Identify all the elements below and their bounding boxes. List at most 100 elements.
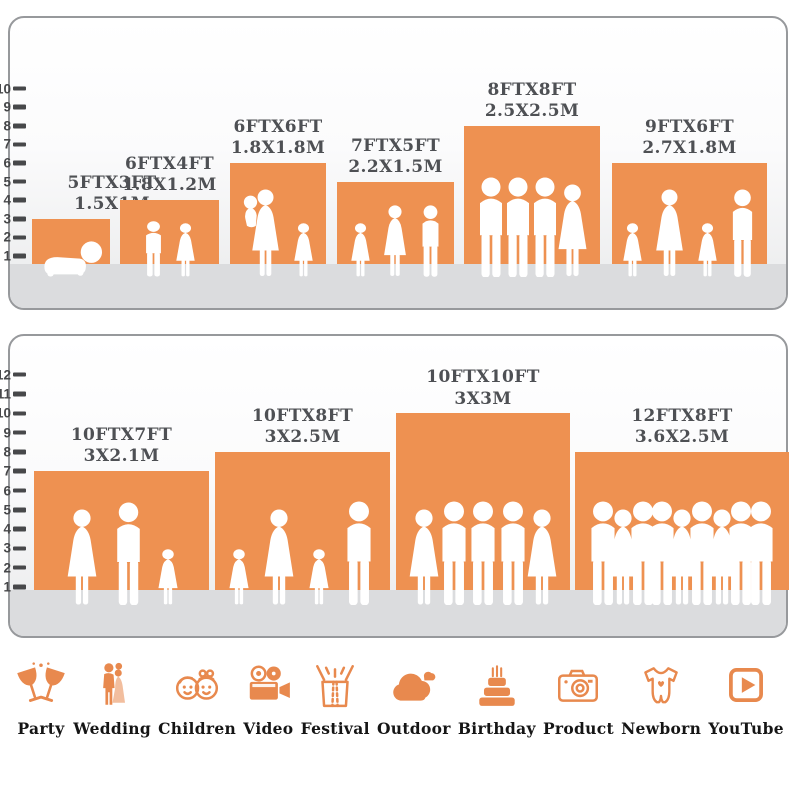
category-newborn: Newborn (621, 660, 701, 738)
axis-tick: 7 (0, 137, 26, 152)
size-feet: 12FTX8FT (631, 405, 733, 426)
size-feet: 7FTX5FT (350, 135, 441, 156)
axis-tick: 1 (0, 249, 26, 264)
tick-label: 8 (3, 444, 11, 460)
tick-mark (13, 179, 26, 184)
axis-tick: 1 (0, 580, 26, 595)
tick-mark (13, 488, 26, 493)
tick-label: 5 (3, 174, 11, 190)
size-meters: 3X3M (454, 388, 512, 409)
tick-mark (13, 216, 26, 222)
backdrop-size-label: 12FTX8FT 3.6X2.5M (582, 406, 782, 449)
person-woman-silhouette (701, 508, 743, 606)
category-video: Video (243, 660, 293, 738)
tick-label: 6 (3, 155, 11, 171)
person-man-silhouette (433, 501, 475, 605)
product-icon (558, 669, 599, 702)
backdrop-size-label: 5FTX3FT 1.5X1M (12, 173, 212, 216)
tick-mark (13, 565, 26, 570)
size-feet: 9FTX6FT (644, 117, 735, 137)
backdrop-size-label: 6FTX6FT 1.8X1.8M (178, 117, 378, 160)
axis-tick: 2 (0, 230, 26, 245)
person-man-silhouette (725, 189, 760, 277)
person-girl-silhouette (347, 223, 374, 277)
tick-label: 10 (0, 405, 11, 421)
tick-mark (13, 411, 26, 416)
tick-mark (13, 197, 26, 203)
tick-label: 8 (3, 118, 11, 134)
person-man-silhouette (641, 501, 683, 605)
category-label: Festival (300, 719, 370, 738)
size-meters: 2.7X1.8M (642, 138, 737, 159)
tick-mark (13, 372, 26, 377)
tick-label: 9 (3, 99, 11, 115)
person-woman-silhouette (379, 205, 411, 277)
axis-tick: 5 (0, 174, 26, 189)
axis-tick: 6 (0, 483, 26, 498)
size-meters: 2.2X1.5M (348, 156, 443, 177)
size-meters: 2.5X2.5M (484, 101, 580, 122)
backdrop-size-label: 10FTX8FT 3X2.5M (203, 406, 403, 449)
person-man-silhouette (108, 502, 149, 605)
axis-tick: 8 (0, 118, 26, 133)
person-girl-silhouette (305, 549, 333, 605)
tick-mark (13, 142, 26, 147)
person-man-silhouette (525, 177, 565, 277)
backdrop-size-label: 9FTX6FT 2.7X1.8M (590, 117, 790, 160)
tick-label: 4 (3, 192, 11, 208)
person-boy-silhouette (140, 221, 167, 277)
backdrop-size-label: 10FTX7FT 3X2.1M (22, 425, 222, 468)
person-man-silhouette (582, 501, 624, 605)
category-label: Video (243, 719, 294, 738)
axis-tick: 11 (0, 387, 26, 402)
person-girl-silhouette (619, 223, 646, 277)
axis-tick: 7 (0, 464, 26, 479)
axis-tick: 2 (0, 560, 26, 575)
tick-label: 10 (0, 81, 11, 97)
axis-tick: 4 (0, 193, 26, 208)
backdrop-size-label: 6FTX4FT 1.8X1.2M (70, 154, 270, 197)
tick-mark (13, 123, 26, 129)
category-label: Children (158, 719, 237, 738)
tick-label: 1 (3, 579, 11, 595)
category-children: Children (158, 660, 236, 738)
category-label: YouTube (708, 719, 784, 738)
person-girl-silhouette (225, 549, 253, 605)
tick-label: 3 (3, 540, 11, 556)
size-meters: 3.6X2.5M (634, 427, 730, 448)
backdrop-size-label: 8FTX8FT 2.5X2.5M (432, 80, 632, 123)
person-man-silhouette (471, 177, 511, 277)
person-girl-silhouette (172, 223, 199, 277)
tick-label: 12 (0, 367, 11, 383)
tick-label: 6 (3, 483, 11, 498)
person-man-silhouette (740, 501, 782, 605)
tick-mark (13, 468, 26, 474)
axis-tick: 10 (0, 81, 26, 96)
tick-mark (13, 235, 26, 240)
tick-mark (13, 160, 26, 166)
person-baby-silhouette (36, 240, 107, 277)
person-man-silhouette (338, 501, 380, 605)
category-festival: Festival (301, 660, 370, 738)
category-label: Newborn (621, 719, 702, 738)
size-meters: 1.8X1.2M (122, 175, 217, 196)
size-feet: 6FTX4FT (124, 154, 215, 175)
person-man-silhouette (720, 501, 762, 605)
category-label: Wedding (73, 719, 151, 738)
size-feet: 6FTX6FT (233, 117, 323, 137)
backdrop-size-label: 7FTX5FT 2.2X1.5M (296, 136, 496, 179)
size-feet: 8FTX8FT (487, 79, 577, 100)
person-girl-silhouette (154, 549, 182, 605)
person-man-silhouette (462, 501, 504, 605)
person-girl-silhouette (290, 223, 317, 277)
tick-label: 7 (3, 136, 11, 152)
axis-tick: 3 (0, 211, 26, 226)
category-row: Party Wedding (16, 660, 784, 738)
person-man-silhouette (622, 501, 664, 605)
backdrop-size-label: 10FTX10FT 3X3M (383, 367, 583, 410)
category-label: Birthday (457, 719, 536, 738)
person-woman-baby-silhouette (239, 189, 285, 277)
size-meters: 3X2.1M (83, 446, 160, 467)
tick-label: 4 (3, 521, 11, 537)
